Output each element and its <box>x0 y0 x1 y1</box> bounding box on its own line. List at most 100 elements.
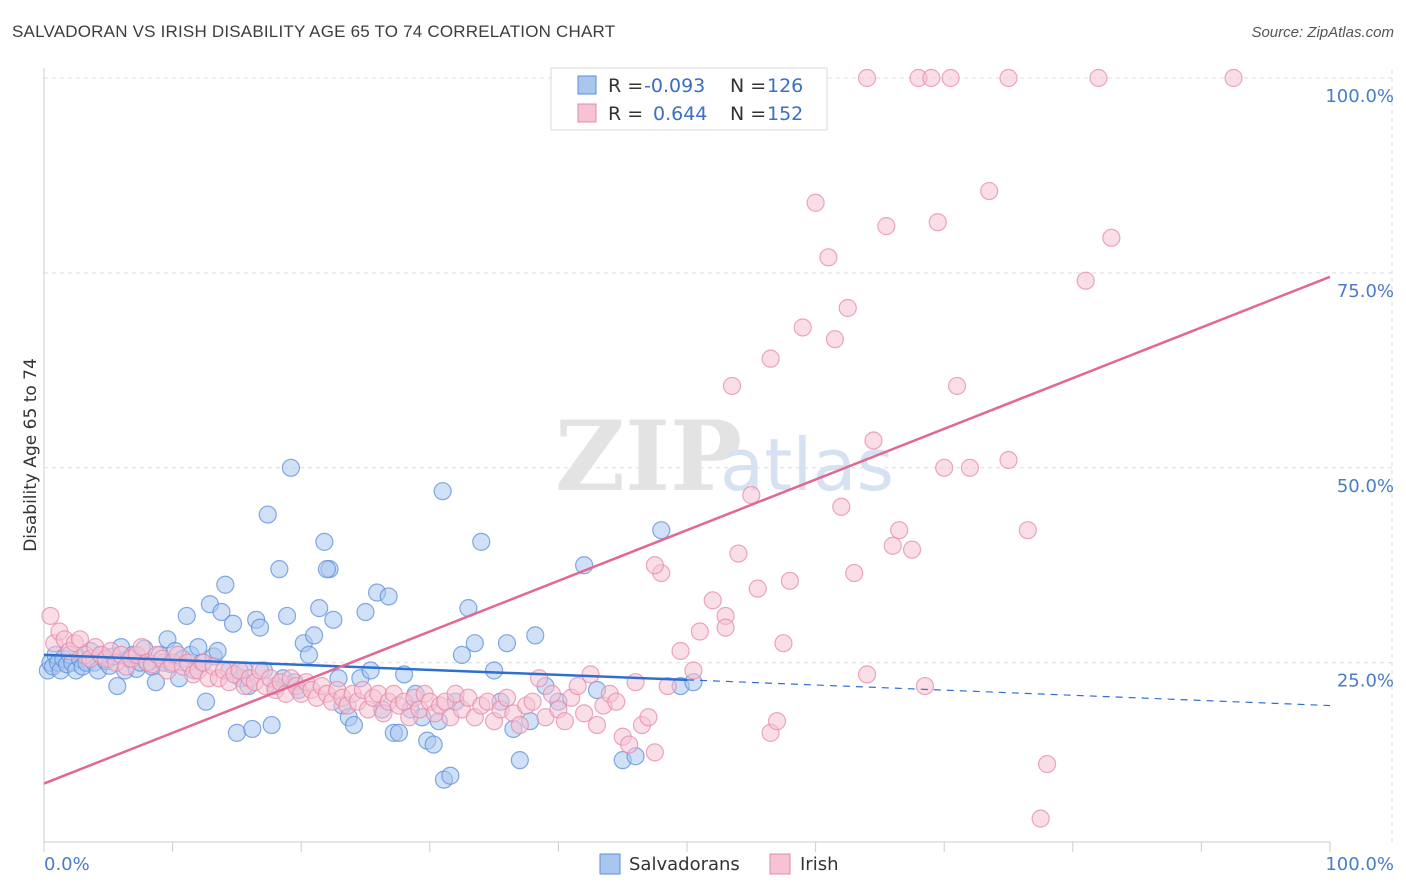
irish-point-89 <box>510 715 529 735</box>
irish-point-118 <box>742 485 761 505</box>
irish-point-98 <box>568 676 587 696</box>
salvadoran-point-42 <box>189 638 208 657</box>
legend-r-label-salvadoran: R = <box>608 75 643 97</box>
salvadoran-point-56 <box>243 719 262 739</box>
salvadoran-point-93 <box>424 735 443 754</box>
irish-point-124 <box>806 193 825 212</box>
irish-point-111 <box>658 676 677 696</box>
irish-point-127 <box>832 497 851 516</box>
irish-point-156 <box>761 349 780 368</box>
irish-point-153 <box>999 68 1018 88</box>
irish-point-137 <box>928 213 947 232</box>
salvadoran-point-47 <box>208 641 227 661</box>
irish-point-136 <box>915 676 935 696</box>
irish-point-139 <box>947 376 967 396</box>
irish-point-128 <box>838 298 857 318</box>
grid-lines <box>44 70 1393 842</box>
salvadoran-point-103 <box>485 661 504 680</box>
y-tick-label-1: 50.0% <box>1337 476 1394 497</box>
irish-point-135 <box>902 540 922 559</box>
irish-point-142 <box>999 450 1018 470</box>
salvadoran-point-66 <box>281 458 301 477</box>
irish-point-91 <box>523 692 542 711</box>
irish-point-87 <box>497 688 517 707</box>
salvadoran-point-51 <box>223 614 243 633</box>
bottom-legend-label-salvadoran: Salvadorans <box>629 854 740 875</box>
irish-trend-line <box>43 275 1331 785</box>
irish-point-115 <box>703 591 722 610</box>
irish-point-122 <box>780 571 799 590</box>
irish-point-107 <box>626 673 645 692</box>
irish-point-92 <box>530 669 549 688</box>
salvadoran-point-96 <box>441 766 460 785</box>
irish-point-154 <box>857 68 877 88</box>
salvadoran-point-97 <box>433 482 452 501</box>
salvadoran-point-65 <box>277 606 297 626</box>
salvadoran-point-73 <box>315 532 334 551</box>
irish-point-106 <box>620 735 639 754</box>
salvadoran-point-58 <box>250 618 270 637</box>
salvadoran-point-63 <box>270 560 289 579</box>
salvadoran-point-60 <box>258 505 277 524</box>
salvadoran-point-48 <box>212 602 231 622</box>
irish-point-131 <box>864 431 883 450</box>
irish-point-112 <box>671 641 690 661</box>
legend-n-value-salvadoran: 126 <box>767 75 803 97</box>
irish-point-117 <box>729 544 748 563</box>
legend-box <box>550 67 828 131</box>
salvadoran-point-119 <box>317 560 337 579</box>
bottom-legend-swatch-irish <box>769 853 791 875</box>
watermark-zip: ZIP <box>555 400 742 513</box>
salvadoran-point-75 <box>324 610 343 629</box>
salvadoran-point-85 <box>379 587 398 606</box>
irish-point-101 <box>587 715 607 735</box>
legend-r-value-irish: 0.644 <box>653 103 707 125</box>
stats-legend: R = -0.093 N = 126 R = 0.644 N = 152 <box>550 67 828 131</box>
axes <box>43 68 1331 852</box>
x-tick-min: 0.0% <box>44 854 90 875</box>
irish-point-130 <box>857 665 877 684</box>
salvadoran-trend-extension <box>686 679 1331 707</box>
salvadoran-point-39 <box>177 606 196 626</box>
irish-point-123 <box>793 318 812 337</box>
salvadoran-point-109 <box>526 626 545 645</box>
irish-point-100 <box>581 665 600 684</box>
irish-point-141 <box>980 181 999 201</box>
legend-n-label-salvadoran: N = <box>730 75 766 97</box>
irish-point-121 <box>767 712 787 731</box>
series-legend: Salvadorans Irish <box>599 853 839 875</box>
salvadoran-point-101 <box>465 634 484 653</box>
salvadoran-point-82 <box>361 661 380 680</box>
salvadoran-point-21 <box>108 676 127 696</box>
chart-title: SALVADORAN VS IRISH DISABILITY AGE 65 TO… <box>12 22 616 41</box>
irish-point-149 <box>1224 68 1243 88</box>
irish-point-152 <box>941 68 960 88</box>
y-tick-label-0: 25.0% <box>1337 671 1394 692</box>
legend-n-value-irish: 152 <box>767 103 803 125</box>
irish-point-151 <box>922 68 941 88</box>
irish-point-114 <box>690 622 709 641</box>
irish-point-6 <box>70 630 90 649</box>
legend-r-label-irish: R = <box>608 103 643 125</box>
salvadoran-trend-line <box>43 653 688 682</box>
salvadoran-point-107 <box>510 751 529 770</box>
salvadoran-point-116 <box>652 521 671 540</box>
salvadoran-point-87 <box>389 723 409 742</box>
salvadoran-point-52 <box>227 723 246 742</box>
salvadoran-point-99 <box>452 645 472 664</box>
irish-point-140 <box>960 458 980 477</box>
legend-n-label-irish: N = <box>730 103 766 125</box>
irish-point-144 <box>1031 809 1050 828</box>
salvadoran-point-72 <box>310 599 329 618</box>
trend-lines <box>43 275 1331 785</box>
irish-point-157 <box>722 376 742 396</box>
source-label: Source: ZipAtlas.com <box>1251 24 1394 41</box>
irish-point-159 <box>645 556 664 575</box>
irish-point-99 <box>575 704 594 723</box>
irish-point-104 <box>607 692 626 711</box>
irish-point-94 <box>542 684 562 703</box>
irish-point-113 <box>684 661 703 680</box>
bottom-legend-swatch-salvadoran <box>599 853 621 875</box>
irish-point-134 <box>890 521 909 540</box>
